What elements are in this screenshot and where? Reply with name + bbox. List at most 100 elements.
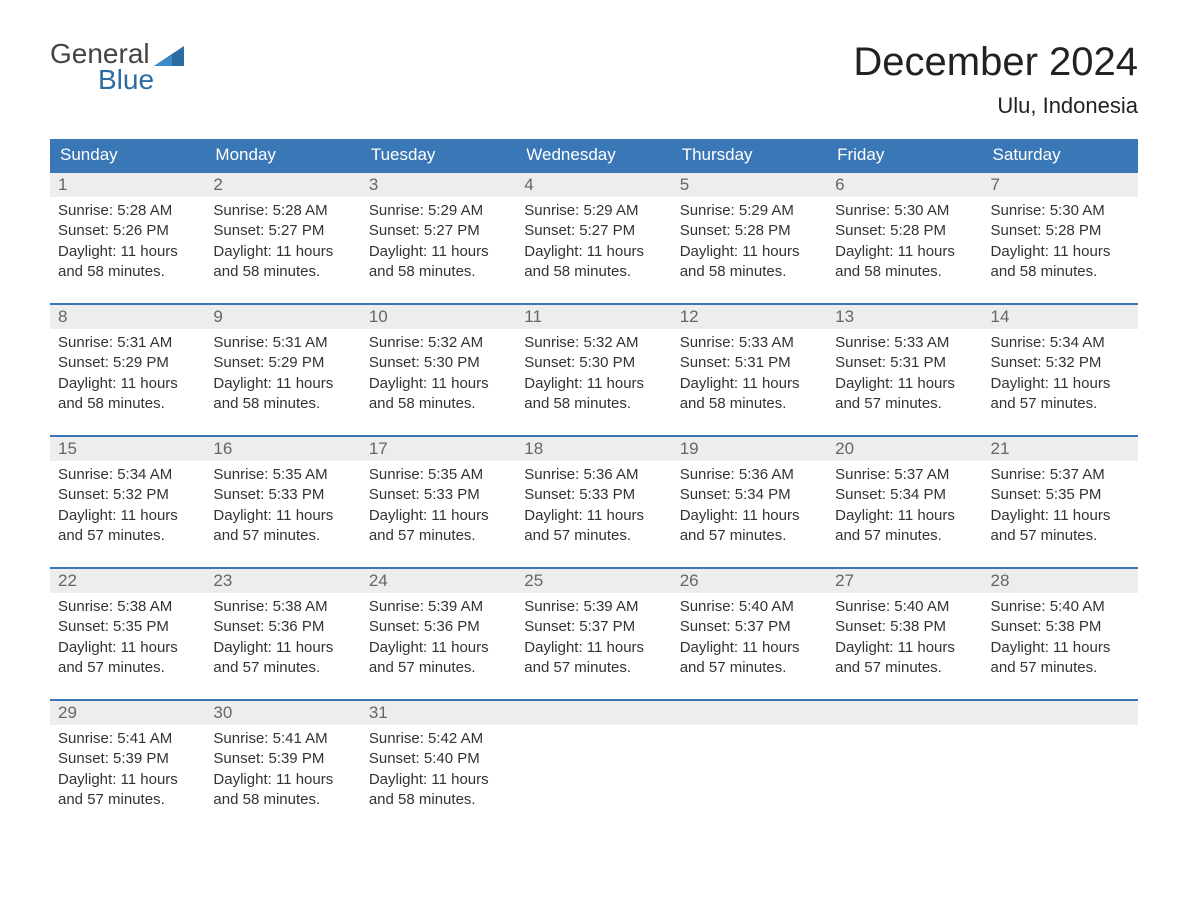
sunset-line: Sunset: 5:35 PM bbox=[58, 617, 197, 637]
day-number: 16 bbox=[205, 437, 360, 461]
sunrise-line: Sunrise: 5:40 AM bbox=[680, 597, 819, 617]
daylight-line1: Daylight: 11 hours bbox=[991, 638, 1130, 658]
daylight-line1: Daylight: 11 hours bbox=[213, 506, 352, 526]
day-cell: 25Sunrise: 5:39 AMSunset: 5:37 PMDayligh… bbox=[516, 569, 671, 697]
week-row: 22 Sunrise: 5:38 AMSunset: 5:35 PM Dayligh… bbox=[50, 567, 1138, 697]
sunset-line: Sunset: 5:30 PM bbox=[369, 353, 508, 373]
sunrise-line: Sunrise: 5:39 AM bbox=[369, 597, 508, 617]
day-header-cell: Thursday bbox=[672, 139, 827, 171]
week-row: 1Sunrise: 5:28 AMSunset: 5:26 PMDaylight… bbox=[50, 171, 1138, 301]
daylight-line2: and 57 minutes. bbox=[524, 658, 663, 678]
day-number: 4 bbox=[516, 173, 671, 197]
daylight-line2: and 57 minutes. bbox=[213, 658, 352, 678]
daylight-line1: Daylight: 11 hours bbox=[835, 374, 974, 394]
sunset-line: Sunset: 5:33 PM bbox=[524, 485, 663, 505]
day-cell: 1Sunrise: 5:28 AMSunset: 5:26 PMDaylight… bbox=[50, 173, 205, 301]
sunset-line: Sunset: 5:28 PM bbox=[991, 221, 1130, 241]
daylight-line2: and 58 minutes. bbox=[524, 394, 663, 414]
daylight-line1: Daylight: 11 hours bbox=[524, 242, 663, 262]
day-number: 21 bbox=[983, 437, 1138, 461]
daylight-line1: Daylight: 11 hours bbox=[213, 242, 352, 262]
day-cell: 23Sunrise: 5:38 AMSunset: 5:36 PMDayligh… bbox=[205, 569, 360, 697]
day-number: 23 bbox=[205, 569, 360, 593]
sunrise-line: Sunrise: 5:33 AM bbox=[835, 333, 974, 353]
day-cell: 19Sunrise: 5:36 AMSunset: 5:34 PMDayligh… bbox=[672, 437, 827, 565]
daylight-line1: Daylight: 11 hours bbox=[835, 506, 974, 526]
daylight-line1: Daylight: 11 hours bbox=[369, 242, 508, 262]
day-number: 22 bbox=[50, 569, 205, 593]
day-cell: 17Sunrise: 5:35 AMSunset: 5:33 PMDayligh… bbox=[361, 437, 516, 565]
sunrise-line: Sunrise: 5:28 AM bbox=[58, 201, 197, 221]
sunset-line: Sunset: 5:39 PM bbox=[213, 749, 352, 769]
day-body: Sunrise: 5:40 AMSunset: 5:38 PMDaylight:… bbox=[827, 593, 982, 678]
day-number: 7 bbox=[983, 173, 1138, 197]
daylight-line2: and 57 minutes. bbox=[991, 526, 1130, 546]
daylight-line2: and 58 minutes. bbox=[58, 262, 197, 282]
daylight-line1: Daylight: 11 hours bbox=[369, 770, 508, 790]
day-body: Sunrise: 5:35 AMSunset: 5:33 PMDaylight:… bbox=[361, 461, 516, 546]
day-body: Sunrise: 5:28 AMSunset: 5:27 PMDaylight:… bbox=[205, 197, 360, 282]
day-number: 19 bbox=[672, 437, 827, 461]
day-cell: 14Sunrise: 5:34 AMSunset: 5:32 PMDayligh… bbox=[983, 305, 1138, 433]
sunset-line: Sunset: 5:28 PM bbox=[835, 221, 974, 241]
day-body: Sunrise: 5:29 AMSunset: 5:28 PMDaylight:… bbox=[672, 197, 827, 282]
day-number bbox=[516, 701, 671, 725]
day-number bbox=[827, 701, 982, 725]
daylight-line1: Daylight: 11 hours bbox=[524, 506, 663, 526]
week-row: 8Sunrise: 5:31 AMSunset: 5:29 PMDaylight… bbox=[50, 303, 1138, 433]
day-body: Sunrise: 5:40 AMSunset: 5:38 PMDaylight:… bbox=[983, 593, 1138, 678]
sunrise-line: Sunrise: 5:31 AM bbox=[58, 333, 197, 353]
sunrise-line: Sunrise: 5:31 AM bbox=[213, 333, 352, 353]
sunrise-line: Sunrise: 5:34 AM bbox=[58, 465, 197, 485]
sunset-line: Sunset: 5:38 PM bbox=[991, 617, 1130, 637]
day-number: 31 bbox=[361, 701, 516, 725]
day-body: Sunrise: 5:41 AMSunset: 5:39 PMDaylight:… bbox=[205, 725, 360, 810]
daylight-line2: and 58 minutes. bbox=[524, 262, 663, 282]
sunrise-line: Sunrise: 5:40 AM bbox=[835, 597, 974, 617]
logo-text2: Blue bbox=[98, 66, 184, 94]
daylight-line2: and 58 minutes. bbox=[369, 790, 508, 810]
day-cell bbox=[672, 701, 827, 829]
daylight-line2: and 58 minutes. bbox=[369, 262, 508, 282]
daylight-line2: and 57 minutes. bbox=[835, 394, 974, 414]
day-body: Sunrise: 5:40 AMSunset: 5:37 PMDaylight:… bbox=[672, 593, 827, 678]
daylight-line2: and 57 minutes. bbox=[835, 658, 974, 678]
daylight-line2: and 58 minutes. bbox=[680, 262, 819, 282]
daylight-line1: Daylight: 11 hours bbox=[835, 638, 974, 658]
sunset-line: Sunset: 5:36 PM bbox=[213, 617, 352, 637]
sunset-line: Sunset: 5:27 PM bbox=[213, 221, 352, 241]
daylight-line2: and 57 minutes. bbox=[213, 526, 352, 546]
daylight-line2: and 57 minutes. bbox=[680, 658, 819, 678]
sunset-line: Sunset: 5:33 PM bbox=[369, 485, 508, 505]
day-body: Sunrise: 5:35 AMSunset: 5:33 PMDaylight:… bbox=[205, 461, 360, 546]
sunset-line: Sunset: 5:40 PM bbox=[369, 749, 508, 769]
daylight-line2: and 58 minutes. bbox=[680, 394, 819, 414]
day-body: Sunrise: 5:36 AMSunset: 5:34 PMDaylight:… bbox=[672, 461, 827, 546]
day-number bbox=[983, 701, 1138, 725]
day-number: 15 bbox=[50, 437, 205, 461]
sunrise-line: Sunrise: 5:41 AM bbox=[213, 729, 352, 749]
calendar: SundayMondayTuesdayWednesdayThursdayFrid… bbox=[50, 139, 1138, 829]
sunset-line: Sunset: 5:30 PM bbox=[524, 353, 663, 373]
day-number: 3 bbox=[361, 173, 516, 197]
month-title: December 2024 bbox=[853, 40, 1138, 85]
day-header-cell: Saturday bbox=[983, 139, 1138, 171]
day-cell: 8Sunrise: 5:31 AMSunset: 5:29 PMDaylight… bbox=[50, 305, 205, 433]
daylight-line1: Daylight: 11 hours bbox=[991, 242, 1130, 262]
daylight-line1: Daylight: 11 hours bbox=[213, 374, 352, 394]
daylight-line1: Daylight: 11 hours bbox=[835, 242, 974, 262]
day-header-cell: Wednesday bbox=[516, 139, 671, 171]
daylight-line2: and 58 minutes. bbox=[369, 394, 508, 414]
daylight-line2: and 57 minutes. bbox=[680, 526, 819, 546]
day-number: 9 bbox=[205, 305, 360, 329]
sunrise-line: Sunrise: 5:38 AM bbox=[58, 597, 197, 617]
sunrise-line: Sunrise: 5:35 AM bbox=[369, 465, 508, 485]
sunrise-line: Sunrise: 5:33 AM bbox=[680, 333, 819, 353]
sunrise-line: Sunrise: 5:39 AM bbox=[524, 597, 663, 617]
sunset-line: Sunset: 5:38 PM bbox=[835, 617, 974, 637]
day-number: 6 bbox=[827, 173, 982, 197]
day-number: 30 bbox=[205, 701, 360, 725]
day-number: 14 bbox=[983, 305, 1138, 329]
day-number: 13 bbox=[827, 305, 982, 329]
day-number: 8 bbox=[50, 305, 205, 329]
